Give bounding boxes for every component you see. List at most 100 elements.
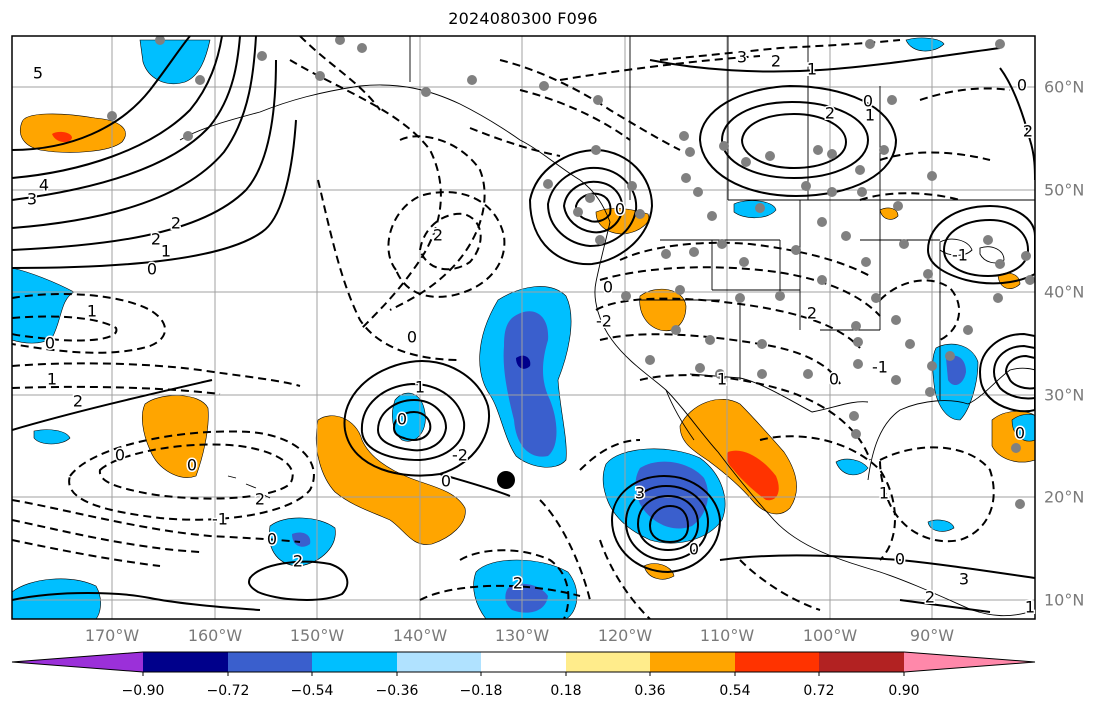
contour-label: 2 <box>171 214 181 233</box>
blue-region <box>12 267 75 344</box>
contour-label: 0 <box>1017 76 1027 95</box>
ring-contour <box>720 100 870 180</box>
baja-coast <box>665 389 695 441</box>
contour-label: 2 <box>73 392 83 411</box>
ring-contour <box>360 382 466 462</box>
latitude-label: 40°N <box>1044 282 1085 302</box>
ring-contour <box>636 494 700 552</box>
contour-label: 1 <box>879 484 889 503</box>
blue-region <box>905 37 945 52</box>
ring-contour <box>392 410 432 441</box>
colorbar-segment <box>228 652 312 672</box>
longitude-label: 100°W <box>802 626 858 645</box>
contour-label: 2 <box>293 552 303 571</box>
ring-contour <box>648 504 690 544</box>
ring-contour <box>376 398 448 452</box>
colorbar-segment <box>819 652 904 672</box>
longitude-label: 160°W <box>187 626 243 645</box>
contour-label: 0 <box>615 200 625 219</box>
contour-label: 0 <box>267 530 277 549</box>
orange-region <box>879 207 899 220</box>
colorbar-tick-label: 0.72 <box>803 683 835 699</box>
contour-label: 0 <box>147 260 157 279</box>
latitude-label: 30°N <box>1044 385 1085 405</box>
contour-label: 0 <box>829 370 839 389</box>
longitude-label: 110°W <box>699 626 755 645</box>
us-mexico-border <box>689 373 869 413</box>
colorbar-segment <box>12 652 143 672</box>
colorbar-segment <box>904 652 1035 672</box>
blue-region <box>733 200 777 219</box>
longitude-label: 130°W <box>494 626 550 645</box>
contour-label: -1 <box>952 246 968 265</box>
gulf-coast <box>867 367 1035 481</box>
contour-label: 0 <box>603 278 613 297</box>
royalblue-region <box>946 355 966 386</box>
map-title: 2024080300 F096 <box>448 9 598 28</box>
contour-label: 0 <box>895 550 905 569</box>
colorbar-tick-label: −0.90 <box>121 683 165 699</box>
colorbar-tick-label: −0.36 <box>375 683 419 699</box>
blue-region <box>12 578 101 619</box>
contour-label: 0 <box>115 446 125 465</box>
contour-label: 3 <box>635 484 645 503</box>
contour-label: 1 <box>161 242 171 261</box>
longitude-label: 150°W <box>289 626 345 645</box>
contour-label: 2 <box>825 104 835 123</box>
contour-label: 1 <box>415 378 425 397</box>
location-marker <box>497 471 515 489</box>
red-region <box>726 450 779 501</box>
blue-region <box>139 39 211 84</box>
contour-label: 0 <box>1015 424 1025 443</box>
longitude-label: 140°W <box>392 626 448 645</box>
contour-label: 1 <box>865 106 875 125</box>
longitude-label: 170°W <box>84 626 140 645</box>
contour-label: -2 <box>596 312 612 331</box>
shaded-regions <box>12 37 1035 619</box>
contour-label: 1 <box>87 302 97 321</box>
colorbar-tick-label: −0.18 <box>459 683 503 699</box>
ring-contour <box>992 344 1035 400</box>
colorbar <box>11 651 1036 676</box>
contour-label: 2 <box>1023 122 1033 141</box>
contour-label: 2 <box>771 52 781 71</box>
contour-label: 4 <box>39 176 49 195</box>
contour-label: 2 <box>255 490 265 509</box>
blue-region <box>835 458 869 476</box>
contour-label: 0 <box>187 456 197 475</box>
colorbar-tick-label: 0.18 <box>550 683 582 699</box>
contour-label: 2 <box>925 588 935 607</box>
colorbar-tick-label: 0.90 <box>888 683 920 699</box>
colorbar-tick-label: −0.54 <box>290 683 334 699</box>
ring-contour <box>698 84 898 198</box>
contour-label: 0 <box>397 410 407 429</box>
ring-contour <box>624 484 710 562</box>
contour-label: 2 <box>807 304 817 323</box>
colorbar-segment <box>397 652 481 672</box>
contour-label: 3 <box>27 190 37 209</box>
contour-label: 1 <box>47 370 57 389</box>
contour-label: 3 <box>737 48 747 67</box>
contour-label: -2 <box>452 446 468 465</box>
orange-region <box>20 113 126 153</box>
ring-contour <box>528 148 654 266</box>
orange-region <box>141 395 209 478</box>
north-america-coast <box>594 221 1035 617</box>
contour-label: 3 <box>959 570 969 589</box>
ring-contour <box>942 218 1030 278</box>
navy-region <box>292 532 311 547</box>
ring-contour <box>978 332 1035 413</box>
royalblue-region <box>635 461 708 529</box>
orange-region <box>315 415 466 545</box>
ring-contour <box>1004 354 1035 390</box>
longitude-label: 90°W <box>909 626 955 645</box>
navy-region <box>516 355 531 369</box>
contour-label: -1 <box>212 510 228 529</box>
contour-label: 0 <box>407 328 417 347</box>
colorbar-tick-label: −0.72 <box>206 683 250 699</box>
contour-label: 0 <box>689 540 699 559</box>
contour-label: -1 <box>872 358 888 377</box>
royalblue-region <box>505 583 548 613</box>
map-frame <box>11 35 1036 620</box>
